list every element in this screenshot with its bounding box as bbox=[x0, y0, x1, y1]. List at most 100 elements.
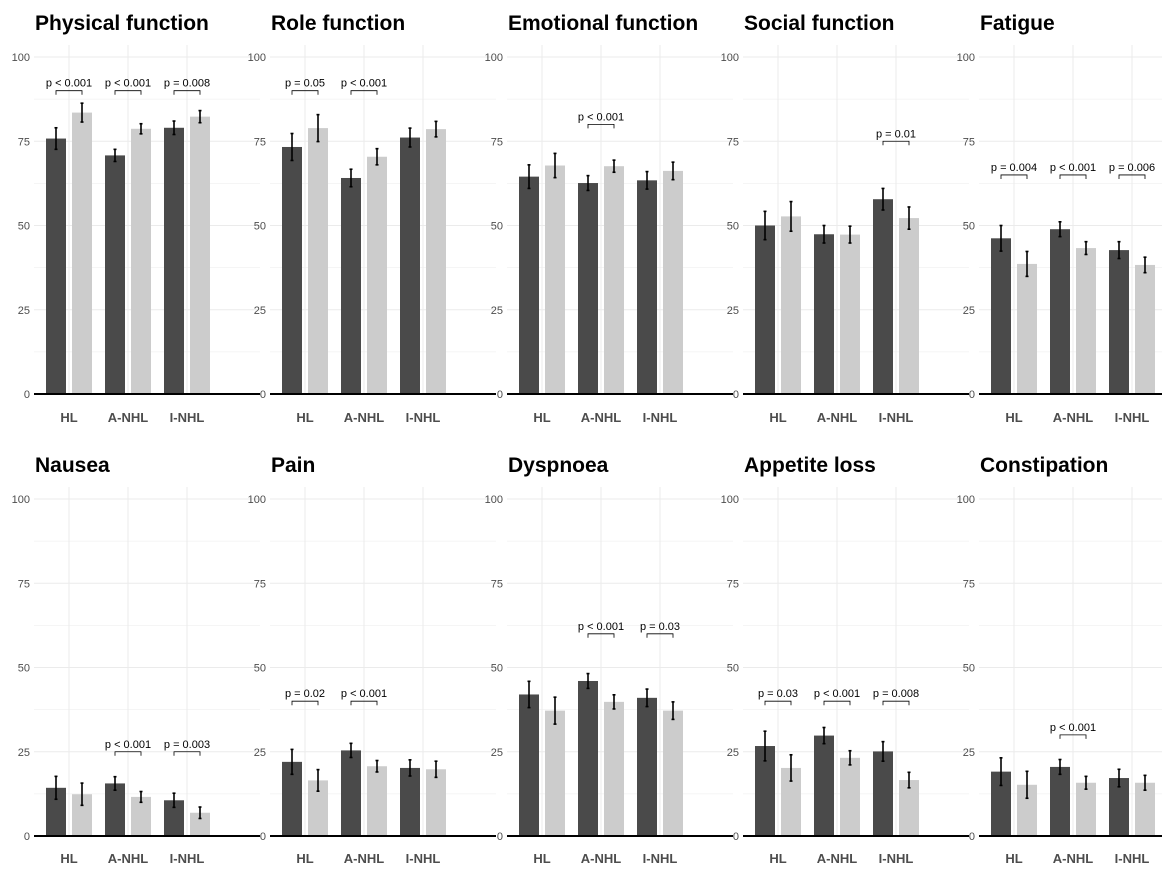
bar bbox=[105, 155, 125, 394]
bar bbox=[1076, 248, 1096, 394]
y-tick-label: 100 bbox=[485, 52, 503, 64]
bar bbox=[1135, 782, 1155, 836]
bar bbox=[781, 216, 801, 394]
bar bbox=[131, 128, 151, 394]
y-tick-label: 25 bbox=[18, 747, 30, 759]
x-tick-label: I-NHL bbox=[879, 851, 914, 866]
y-tick-label: 100 bbox=[957, 52, 975, 64]
p-value-label: p = 0.01 bbox=[876, 128, 916, 140]
bar bbox=[367, 766, 387, 836]
significance-bracket bbox=[823, 700, 851, 706]
significance-bracket bbox=[882, 700, 910, 706]
significance-bracket bbox=[173, 751, 201, 756]
significance-bracket bbox=[291, 700, 319, 706]
significance-bracket bbox=[55, 90, 83, 95]
significance-bracket bbox=[1118, 174, 1146, 179]
chart-panel-3: 0 25 50 75 100 HL A-NHL I-NHL p < 0.001 Emotional… bbox=[485, 12, 733, 425]
bar bbox=[1050, 766, 1070, 836]
y-tick-label: 0 bbox=[497, 389, 503, 401]
bar bbox=[1017, 263, 1037, 394]
significance-bracket bbox=[646, 633, 674, 638]
p-value-label: p < 0.001 bbox=[1050, 722, 1096, 734]
panel-title: Dyspnoea bbox=[508, 454, 609, 477]
x-tick-label: HL bbox=[296, 851, 313, 866]
y-tick-label: 0 bbox=[497, 831, 503, 843]
significance-bracket bbox=[764, 700, 792, 706]
panel-title: Nausea bbox=[35, 454, 110, 477]
y-tick-label: 100 bbox=[248, 494, 266, 506]
bar bbox=[604, 701, 624, 836]
p-value-label: p < 0.001 bbox=[814, 688, 860, 700]
bar bbox=[46, 138, 66, 394]
y-tick-label: 25 bbox=[18, 305, 30, 317]
chart-panel-8: 0 25 50 75 100 HL A-NHL I-NHL p < 0.001 p = 0.03 D… bbox=[485, 454, 733, 866]
chart-panel-4: 0 25 50 75 100 HL A-NHL I-NHL p = 0.01 Social fun… bbox=[721, 12, 969, 425]
significance-bracket bbox=[291, 90, 319, 95]
y-tick-label: 50 bbox=[254, 221, 266, 233]
significance-bracket bbox=[587, 124, 615, 129]
x-tick-label: HL bbox=[533, 851, 550, 866]
bar bbox=[72, 794, 92, 836]
y-tick-label: 50 bbox=[727, 221, 739, 233]
p-value-label: p < 0.001 bbox=[578, 621, 624, 633]
bar bbox=[814, 234, 834, 394]
bar bbox=[991, 238, 1011, 394]
y-tick-label: 25 bbox=[963, 305, 975, 317]
y-tick-label: 50 bbox=[18, 221, 30, 233]
x-tick-label: A-NHL bbox=[344, 410, 384, 425]
y-tick-label: 100 bbox=[248, 52, 266, 64]
p-value-label: p < 0.001 bbox=[578, 111, 624, 123]
y-tick-label: 50 bbox=[254, 663, 266, 675]
bar bbox=[637, 697, 657, 836]
bar bbox=[367, 156, 387, 394]
significance-bracket bbox=[350, 700, 378, 706]
bar bbox=[400, 767, 420, 836]
p-value-label: p < 0.001 bbox=[46, 78, 92, 90]
y-tick-label: 0 bbox=[24, 389, 30, 401]
y-tick-label: 75 bbox=[254, 136, 266, 148]
bar bbox=[282, 761, 302, 836]
significance-bracket bbox=[882, 140, 910, 146]
p-value-label: p = 0.006 bbox=[1109, 162, 1155, 174]
chart-panel-6: 0 25 50 75 100 HL A-NHL I-NHL p < 0.001 p = 0.003… bbox=[12, 454, 260, 866]
x-tick-label: A-NHL bbox=[108, 410, 148, 425]
bar bbox=[1109, 778, 1129, 836]
y-tick-label: 25 bbox=[963, 747, 975, 759]
p-value-label: p = 0.008 bbox=[164, 78, 210, 90]
bar bbox=[1135, 264, 1155, 394]
x-tick-label: A-NHL bbox=[581, 410, 621, 425]
y-tick-label: 100 bbox=[721, 494, 739, 506]
significance-bracket bbox=[173, 90, 201, 95]
y-tick-label: 25 bbox=[727, 747, 739, 759]
y-tick-label: 25 bbox=[727, 305, 739, 317]
bar bbox=[899, 780, 919, 836]
y-tick-label: 50 bbox=[491, 221, 503, 233]
y-tick-label: 75 bbox=[491, 578, 503, 590]
x-tick-label: A-NHL bbox=[581, 851, 621, 866]
bar bbox=[308, 128, 328, 394]
y-tick-label: 50 bbox=[963, 663, 975, 675]
y-tick-label: 100 bbox=[12, 494, 30, 506]
y-tick-label: 25 bbox=[491, 747, 503, 759]
x-tick-label: I-NHL bbox=[643, 851, 678, 866]
y-tick-label: 75 bbox=[963, 578, 975, 590]
y-tick-label: 75 bbox=[18, 136, 30, 148]
y-tick-label: 0 bbox=[733, 831, 739, 843]
y-tick-label: 100 bbox=[485, 494, 503, 506]
p-value-label: p = 0.03 bbox=[758, 688, 798, 700]
x-tick-label: I-NHL bbox=[1115, 410, 1150, 425]
x-tick-label: A-NHL bbox=[108, 851, 148, 866]
bar bbox=[164, 800, 184, 836]
bar bbox=[545, 165, 565, 394]
x-tick-label: I-NHL bbox=[406, 851, 441, 866]
p-value-label: p < 0.001 bbox=[1050, 162, 1096, 174]
x-tick-label: A-NHL bbox=[817, 851, 857, 866]
bar bbox=[400, 137, 420, 394]
bar bbox=[991, 771, 1011, 836]
y-tick-label: 0 bbox=[733, 389, 739, 401]
bar bbox=[545, 710, 565, 836]
bar bbox=[341, 177, 361, 394]
chart-panel-9: 0 25 50 75 100 HL A-NHL I-NHL p = 0.03 p < 0.001 p… bbox=[721, 454, 969, 866]
panel-title: Social function bbox=[744, 12, 895, 35]
